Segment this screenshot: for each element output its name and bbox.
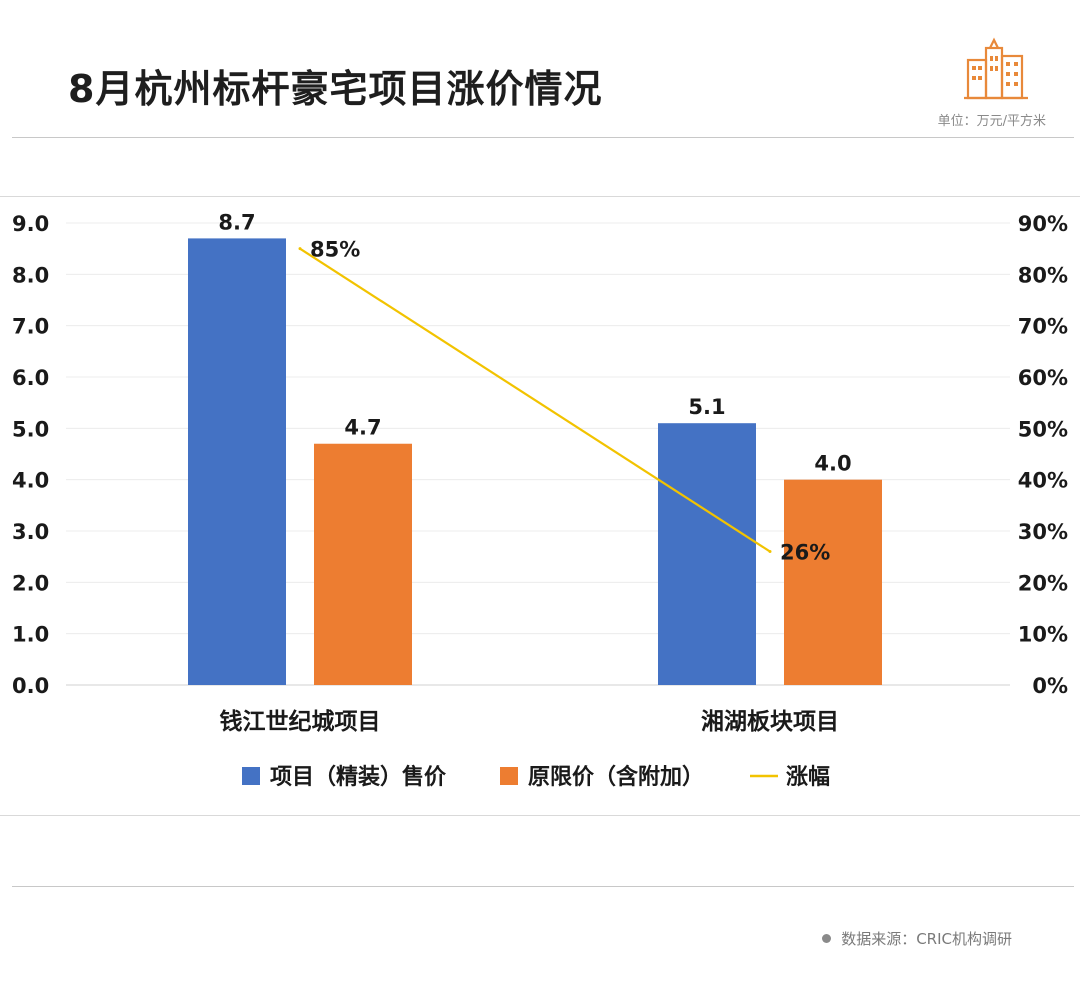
y-left-tick-label: 6.0 bbox=[12, 366, 49, 390]
x-category-label: 湘湖板块项目 bbox=[701, 709, 839, 735]
bar bbox=[658, 423, 756, 685]
data-source: 数据来源：CRIC机构调研 bbox=[822, 928, 1012, 949]
chart-frame: 0.0 1.0 2.0 3.0 4.0 5.0 6.0 7.0 8.0 9.0 0% 10% 20% 30… bbox=[0, 196, 1080, 816]
bar-value-label: 4.0 bbox=[814, 452, 851, 476]
source-text: 数据来源：CRIC机构调研 bbox=[841, 930, 1012, 948]
y-right-tick-label: 30% bbox=[1018, 520, 1068, 544]
bar-value-label: 4.7 bbox=[344, 416, 381, 440]
legend-label: 项目（精装）售价 bbox=[270, 764, 447, 790]
y-right-tick-label: 80% bbox=[1018, 263, 1068, 287]
bar bbox=[784, 479, 882, 685]
y-right-tick-label: 20% bbox=[1018, 571, 1068, 595]
legend-swatch-blue bbox=[242, 767, 260, 785]
legend-label: 涨幅 bbox=[786, 765, 830, 790]
header-divider bbox=[12, 137, 1074, 138]
bullet-icon bbox=[822, 934, 832, 943]
y-left-tick-label: 7.0 bbox=[12, 315, 49, 339]
building-icon bbox=[964, 37, 1028, 100]
y-left-tick-label: 3.0 bbox=[12, 520, 49, 544]
line-series-path bbox=[299, 247, 771, 553]
y-left-tick-label: 9.0 bbox=[12, 212, 49, 236]
bar bbox=[314, 443, 412, 685]
y-left-tick-label: 2.0 bbox=[12, 571, 49, 595]
legend-swatch-orange bbox=[500, 767, 518, 785]
bar bbox=[188, 238, 286, 685]
line-value-label: 26% bbox=[780, 541, 830, 565]
y-right-tick-label: 40% bbox=[1018, 469, 1068, 493]
y-right-tick-label: 90% bbox=[1018, 212, 1068, 236]
combo-chart: 0.0 1.0 2.0 3.0 4.0 5.0 6.0 7.0 8.0 9.0 0% 10% 20% 30… bbox=[12, 210, 1068, 790]
y-right-tick-label: 60% bbox=[1018, 366, 1068, 390]
line-point bbox=[298, 247, 302, 251]
y-left-tick-label: 0.0 bbox=[12, 674, 49, 698]
y-left-tick-label: 8.0 bbox=[12, 263, 49, 287]
legend-label: 原限价（含附加） bbox=[528, 764, 704, 790]
x-category-label: 钱江世纪城项目 bbox=[220, 708, 381, 735]
y-right-tick-label: 50% bbox=[1018, 417, 1068, 441]
bar-value-label: 8.7 bbox=[218, 210, 255, 234]
page-title: 8月杭州标杆豪宅项目涨价情况 bbox=[68, 67, 603, 111]
y-right-tick-label: 10% bbox=[1018, 623, 1068, 647]
y-right-tick-label: 70% bbox=[1018, 315, 1068, 339]
y-left-tick-label: 1.0 bbox=[12, 623, 49, 647]
bar-value-label: 5.1 bbox=[688, 395, 725, 419]
footer-divider bbox=[12, 886, 1074, 887]
y-left-tick-label: 5.0 bbox=[12, 417, 49, 441]
line-point bbox=[768, 550, 772, 554]
y-left-tick-label: 4.0 bbox=[12, 469, 49, 493]
line-value-label: 85% bbox=[310, 238, 360, 262]
unit-label: 单位：万元/平方米 bbox=[937, 114, 1046, 129]
y-right-tick-label: 0% bbox=[1032, 674, 1068, 698]
